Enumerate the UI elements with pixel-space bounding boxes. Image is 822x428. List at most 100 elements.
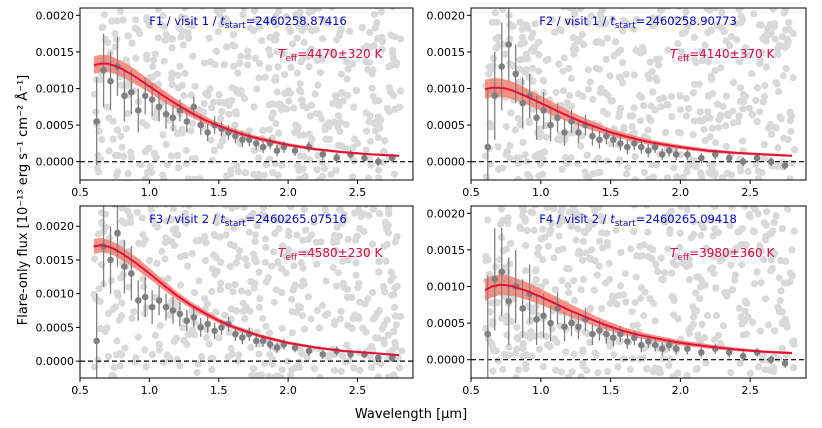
background-point xyxy=(214,28,222,36)
background-point xyxy=(679,173,687,180)
background-point xyxy=(603,157,611,165)
background-point xyxy=(621,270,629,278)
background-point xyxy=(753,84,762,92)
data-point xyxy=(610,136,617,144)
background-point xyxy=(649,246,657,254)
background-point xyxy=(790,364,798,372)
background-point xyxy=(298,312,307,320)
background-point xyxy=(683,206,691,214)
background-point xyxy=(174,84,182,92)
background-point xyxy=(124,169,132,178)
background-point xyxy=(599,217,607,225)
background-point xyxy=(649,88,657,96)
background-point xyxy=(710,252,718,261)
background-point xyxy=(287,206,295,211)
background-point xyxy=(690,218,698,226)
background-point xyxy=(749,318,757,326)
background-point xyxy=(644,228,652,236)
data-point xyxy=(121,263,128,271)
background-point xyxy=(255,74,263,82)
background-point xyxy=(138,214,146,222)
data-point xyxy=(259,337,267,345)
background-point xyxy=(630,228,638,236)
background-point xyxy=(299,264,307,272)
background-point xyxy=(344,256,352,264)
background-point xyxy=(375,174,383,180)
background-point xyxy=(220,61,228,69)
background-point xyxy=(648,255,656,263)
data-point xyxy=(280,143,288,151)
background-point xyxy=(693,273,701,281)
background-point xyxy=(255,154,263,162)
background-point xyxy=(721,289,729,297)
background-point xyxy=(719,102,727,111)
data-point xyxy=(141,293,149,301)
background-point xyxy=(330,239,338,247)
background-point xyxy=(168,216,176,224)
background-point xyxy=(741,317,749,325)
background-point xyxy=(229,41,237,49)
background-point xyxy=(290,262,298,270)
background-point xyxy=(265,45,273,54)
background-point xyxy=(393,282,401,290)
background-point xyxy=(574,225,582,233)
background-point xyxy=(241,315,249,323)
background-point xyxy=(342,120,350,128)
background-point xyxy=(668,269,676,277)
background-point xyxy=(109,305,117,314)
background-point xyxy=(523,170,532,178)
background-point xyxy=(251,231,260,239)
background-point xyxy=(535,38,543,46)
background-point xyxy=(290,104,298,112)
background-point xyxy=(511,198,518,205)
background-point xyxy=(299,236,307,244)
background-point xyxy=(339,257,347,265)
data-point xyxy=(114,229,121,237)
background-point xyxy=(498,314,506,322)
background-point xyxy=(582,249,590,257)
background-point xyxy=(570,50,578,58)
background-point xyxy=(259,126,267,134)
background-point xyxy=(739,105,747,113)
background-point xyxy=(380,340,388,348)
y-tick-label: 0.0000 xyxy=(36,156,75,169)
background-point xyxy=(624,163,632,171)
background-point xyxy=(494,33,502,42)
background-point xyxy=(230,224,238,232)
background-point xyxy=(385,210,393,218)
background-point xyxy=(215,91,223,99)
background-point xyxy=(343,75,351,83)
background-point xyxy=(297,259,305,267)
background-point xyxy=(251,8,259,15)
background-point xyxy=(319,16,327,24)
background-point xyxy=(273,88,281,96)
background-point xyxy=(654,267,662,275)
background-point xyxy=(558,165,566,174)
data-point xyxy=(498,63,506,70)
background-point xyxy=(690,117,698,125)
background-point xyxy=(137,161,145,169)
background-point xyxy=(278,324,286,332)
background-point xyxy=(658,275,666,284)
background-point xyxy=(357,209,365,217)
panel-f4-teff: Teff=3980±360 K xyxy=(670,246,775,263)
background-point xyxy=(665,361,673,369)
background-point xyxy=(231,198,238,205)
background-point xyxy=(530,226,538,234)
background-point xyxy=(586,255,595,263)
background-point xyxy=(769,8,777,13)
background-point xyxy=(222,231,230,239)
background-point xyxy=(273,47,281,55)
background-point xyxy=(240,8,248,12)
background-point xyxy=(161,36,169,44)
background-point xyxy=(381,137,389,145)
y-tick-label: 0.0010 xyxy=(36,288,75,301)
background-point xyxy=(235,351,243,359)
background-point xyxy=(272,76,280,84)
background-point xyxy=(522,21,530,29)
background-point xyxy=(381,288,389,296)
background-point xyxy=(655,365,663,373)
background-point xyxy=(370,10,378,19)
data-point xyxy=(245,136,253,144)
background-point xyxy=(247,343,255,352)
